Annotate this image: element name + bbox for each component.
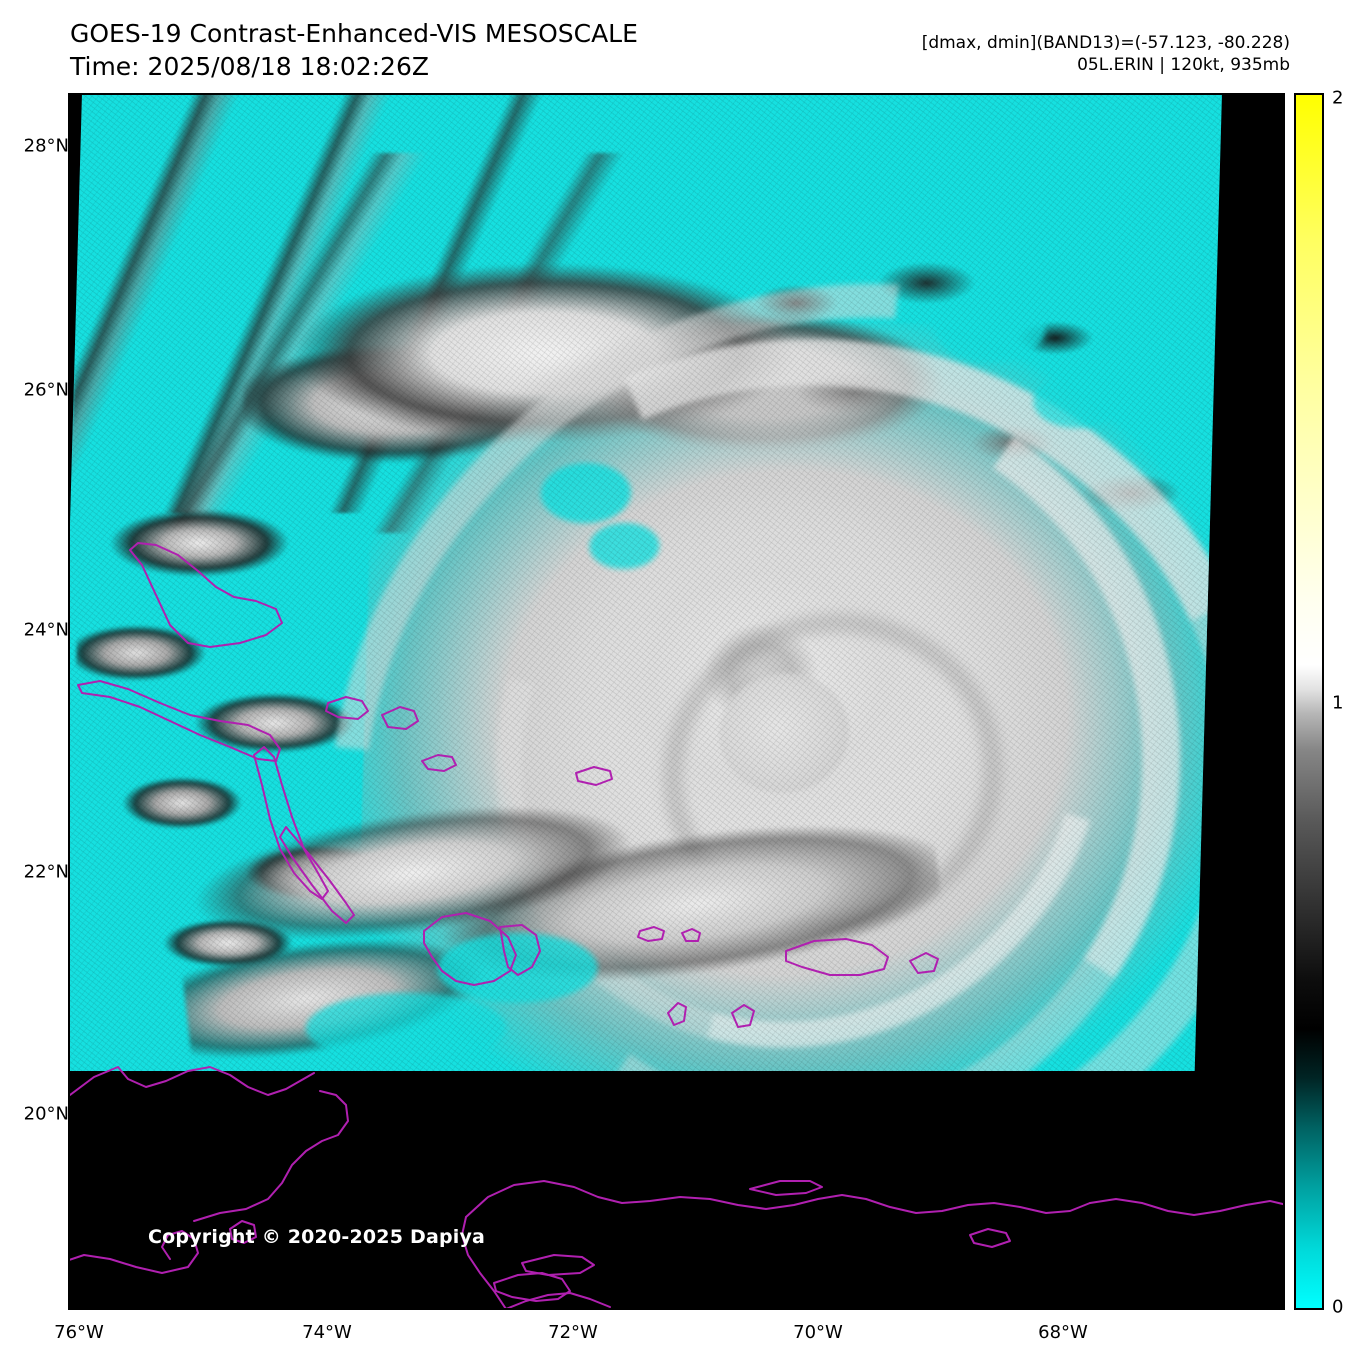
coastline-islet-3 — [637, 926, 665, 942]
colorbar-tick-1: 1 — [1332, 692, 1344, 714]
coastline-eleuthera — [253, 746, 329, 900]
x-axis-label-76W: 76°W — [54, 1322, 104, 1343]
y-axis-label-20N: 20°N — [23, 1103, 69, 1125]
coastline-cay-1 — [325, 696, 369, 720]
coastline-islet-2 — [575, 766, 613, 786]
plot-title-line2: Time: 2025/08/18 18:02:26Z — [70, 51, 429, 81]
coastline-acklins — [423, 912, 517, 986]
colorbar-gradient — [1294, 93, 1324, 1310]
coastline-cuba-cays — [229, 1220, 257, 1244]
coastline-hispaniola-south — [505, 1292, 611, 1308]
x-axis-label-72W: 72°W — [548, 1322, 598, 1343]
coastline-dr-east — [1089, 1198, 1283, 1216]
colorbar-tick-2: 2 — [1332, 87, 1344, 109]
metadata-block: [dmax, dmin](BAND13)=(-57.123, -80.228) … — [922, 32, 1290, 76]
title-block: GOES-19 Contrast-Enhanced-VIS MESOSCALE … — [70, 18, 638, 83]
coastline-islet-6 — [731, 1004, 755, 1028]
plot-clip — [70, 95, 1283, 1308]
coastline-crooked — [499, 924, 541, 976]
colorbar-tick-0: 0 — [1332, 1296, 1344, 1318]
coastline-islet-4 — [681, 928, 701, 942]
band-range-annotation: [dmax, dmin](BAND13)=(-57.123, -80.228) — [921, 33, 1290, 53]
coastline-overlay — [70, 542, 1283, 1308]
coastline-turks-caicos — [785, 938, 889, 976]
x-axis-label-68W: 68°W — [1038, 1322, 1088, 1343]
coastline-gonave — [521, 1254, 595, 1276]
coastline-islet-7 — [909, 952, 939, 974]
coastline-haiti-peninsula — [493, 1272, 571, 1302]
coastline-hispaniola-west — [461, 1216, 507, 1308]
storm-info-annotation: 05L.ERIN | 120kt, 935mb — [1077, 55, 1290, 76]
satellite-image-plot: Copyright © 2020-2025 Dapiya — [68, 93, 1285, 1310]
plot-title-line1: GOES-19 Contrast-Enhanced-VIS MESOSCALE — [70, 19, 638, 48]
coastline-andros — [77, 680, 281, 762]
y-axis-label-26N: 26°N — [23, 379, 69, 401]
y-axis-label-28N: 28°N — [23, 135, 69, 157]
x-axis-label-70W: 70°W — [793, 1322, 843, 1343]
y-axis-label-24N: 24°N — [23, 619, 69, 641]
coastline-dr-cays — [969, 1228, 1011, 1248]
coastline-cuba-north — [70, 1066, 315, 1096]
coastline-cuba-west — [70, 1230, 199, 1274]
coastline-cat-island — [381, 706, 419, 730]
coastline-islet-1 — [421, 754, 457, 772]
copyright-text: Copyright © 2020-2025 Dapiya — [148, 1226, 486, 1248]
coastline-abaco — [129, 542, 283, 648]
colorbar — [1294, 93, 1324, 1310]
coastline-long-island — [279, 826, 355, 924]
coastline-cuba-body — [193, 1090, 349, 1222]
coastline-hispaniola-north — [465, 1180, 1091, 1218]
y-axis-label-22N: 22°N — [23, 861, 69, 883]
x-axis-label-74W: 74°W — [302, 1322, 352, 1343]
coastline-islet-5 — [667, 1002, 687, 1026]
coastline-hispaniola-cay — [749, 1180, 823, 1196]
